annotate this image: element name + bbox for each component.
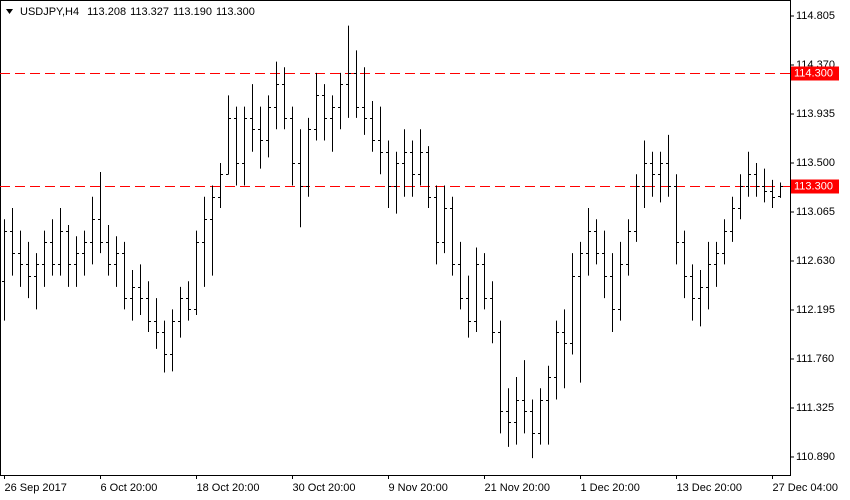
x-tick-label: 26 Sep 2017 — [5, 482, 67, 494]
x-tick-label: 1 Dec 20:00 — [581, 482, 640, 494]
y-tick-label: 113.935 — [796, 108, 835, 120]
x-tick-label: 27 Dec 04:00 — [773, 482, 838, 494]
quote-value: 113.327 — [130, 6, 169, 18]
y-tick-label: 113.500 — [796, 157, 835, 169]
y-tick-label: 114.805 — [796, 10, 835, 22]
quote-value: 113.190 — [173, 6, 212, 18]
y-tick-label: 112.195 — [796, 304, 835, 316]
x-tick-label: 13 Dec 20:00 — [677, 482, 742, 494]
menu-triangle[interactable] — [6, 9, 13, 14]
level-tag-label: 114.300 — [794, 67, 833, 79]
y-tick-label: 112.630 — [796, 255, 835, 267]
y-tick-label: 111.325 — [796, 402, 834, 414]
x-tick-label: 6 Oct 20:00 — [101, 482, 158, 494]
level-tag-label: 113.300 — [794, 180, 833, 192]
symbol-label: USDJPY,H4 — [20, 6, 79, 18]
quote-value: 113.300 — [216, 6, 255, 18]
x-tick-label: 18 Oct 20:00 — [197, 482, 260, 494]
quote-value: 113.208 — [87, 6, 126, 18]
level-tag — [791, 179, 839, 194]
y-tick-label: 110.890 — [796, 451, 835, 463]
x-tick-label: 9 Nov 20:00 — [389, 482, 448, 494]
x-tick-label: 30 Oct 20:00 — [293, 482, 356, 494]
x-tick-label: 21 Nov 20:00 — [485, 482, 550, 494]
y-tick-label: 113.065 — [796, 206, 835, 218]
y-tick-label: 111.760 — [796, 353, 834, 365]
level-tag — [791, 66, 839, 81]
plot-frame — [0, 0, 791, 476]
